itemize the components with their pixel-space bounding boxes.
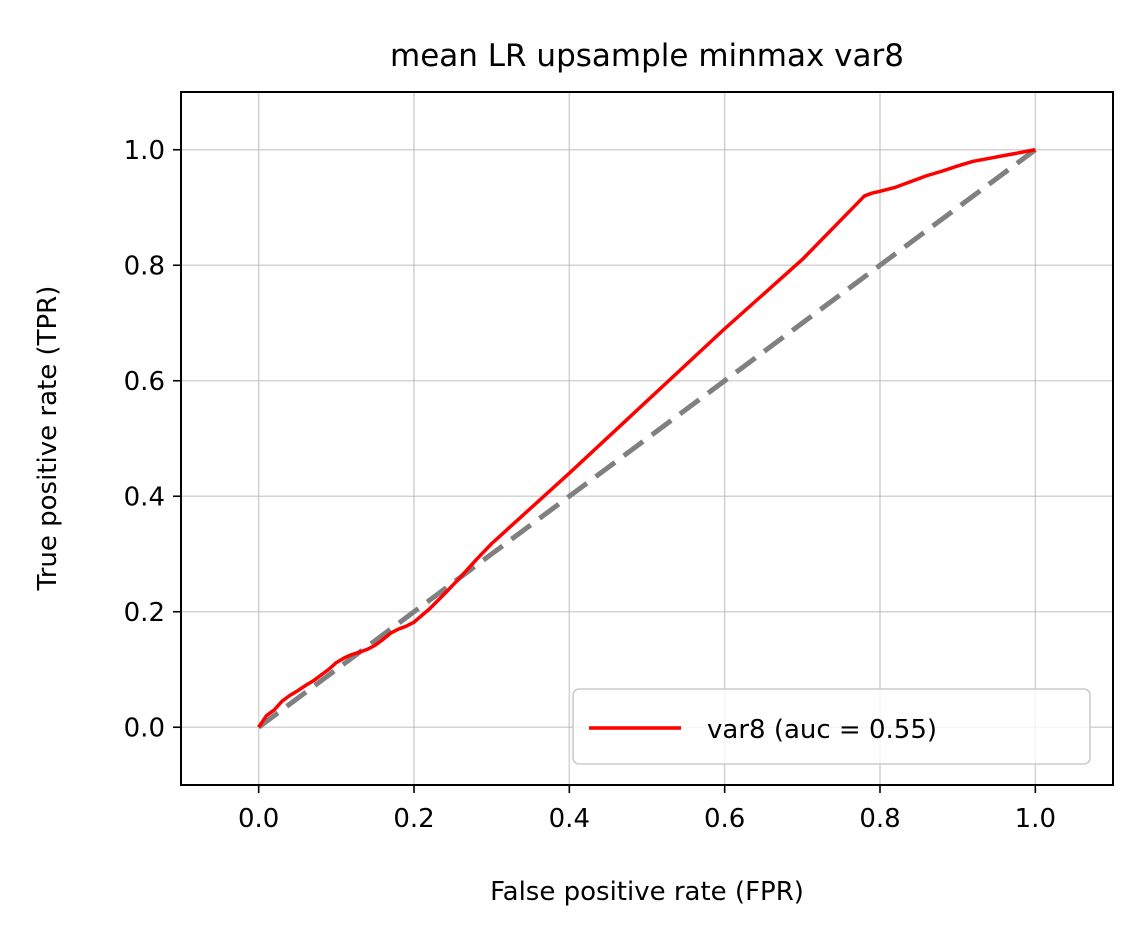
y-tick-label: 0.4 bbox=[124, 482, 165, 512]
x-tick-label: 0.0 bbox=[238, 804, 279, 834]
legend-box bbox=[572, 688, 1091, 765]
x-tick-label: 0.2 bbox=[393, 804, 434, 834]
diagonal-reference-line bbox=[257, 147, 1037, 730]
x-axis-label: False positive rate (FPR) bbox=[490, 877, 804, 907]
x-tick-label: 1.0 bbox=[1015, 804, 1056, 834]
series-layer bbox=[257, 147, 1037, 730]
x-tick-label: 0.6 bbox=[704, 804, 745, 834]
legend: var8 (auc = 0.55) bbox=[572, 688, 1091, 765]
roc-curve-var8 bbox=[257, 148, 1036, 729]
grid bbox=[181, 92, 1113, 785]
x-tick-label: 0.4 bbox=[549, 804, 590, 834]
y-tick-label: 1.0 bbox=[124, 136, 165, 166]
legend-label-var8: var8 (auc = 0.55) bbox=[707, 715, 937, 745]
y-tick-label: 0.8 bbox=[124, 251, 165, 281]
y-tick-label: 0.6 bbox=[124, 367, 165, 397]
y-axis-label: True positive rate (TPR) bbox=[33, 286, 63, 592]
y-tick-label: 0.2 bbox=[124, 598, 165, 628]
ticks: 0.0 0.2 0.4 0.6 0.8 1.0 0.0 0.2 0.4 0.6 0.8 1.0 bbox=[124, 136, 1056, 834]
chart-title: mean LR upsample minmax var8 bbox=[390, 38, 904, 74]
x-tick-label: 0.8 bbox=[859, 804, 900, 834]
y-tick-label: 0.0 bbox=[124, 713, 165, 743]
plot-frame bbox=[180, 91, 1114, 786]
